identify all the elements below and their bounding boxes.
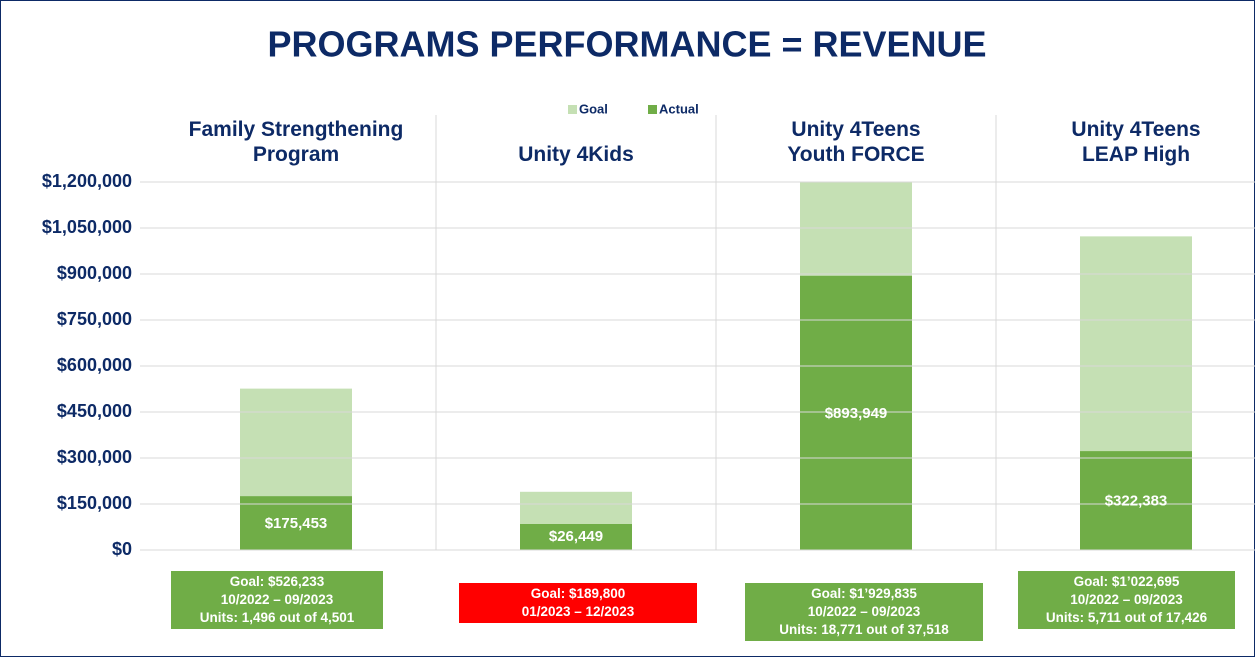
category-label: Unity 4Teens Youth FORCE [787, 118, 925, 166]
data-label-bg [520, 524, 632, 548]
goal-note: Goal: $526,233 10/2022 – 09/2023 Units: … [171, 571, 383, 629]
y-tick-label: $900,000 [57, 263, 132, 283]
y-tick-label: $1,200,000 [42, 171, 132, 191]
data-label: $893,949 [825, 405, 888, 422]
legend-swatch [648, 105, 657, 114]
category-label: Unity 4Teens LEAP High [1071, 118, 1201, 166]
y-tick-label: $600,000 [57, 355, 132, 375]
bar [240, 496, 352, 550]
bar [1080, 451, 1192, 550]
data-label: $322,383 [1105, 493, 1168, 510]
category-label: Family Strengthening Program [188, 118, 404, 166]
legend-label: Goal [579, 101, 608, 116]
data-label: $26,449 [549, 528, 603, 545]
y-tick-label: $300,000 [57, 447, 132, 467]
legend-swatch [568, 105, 577, 114]
bars [240, 182, 1192, 550]
y-tick-label: $150,000 [57, 493, 132, 513]
goal-note: Goal: $1’022,695 10/2022 – 09/2023 Units… [1018, 571, 1235, 629]
goal-note: Goal: $1’929,835 10/2022 – 09/2023 Units… [745, 583, 983, 641]
y-tick-label: $750,000 [57, 309, 132, 329]
goal-note: Goal: $189,800 01/2023 – 12/2023 [459, 583, 697, 623]
legend-label: Actual [659, 101, 699, 116]
y-tick-label: $450,000 [57, 401, 132, 421]
data-label: $175,453 [265, 515, 328, 532]
chart-title: PROGRAMS PERFORMANCE = REVENUE [267, 24, 986, 65]
y-tick-label: $0 [112, 539, 132, 559]
category-label: Unity 4Kids [518, 143, 634, 166]
y-tick-label: $1,050,000 [42, 217, 132, 237]
